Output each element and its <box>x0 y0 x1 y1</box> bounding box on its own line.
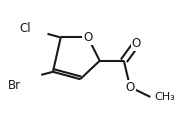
Text: CH₃: CH₃ <box>154 92 175 102</box>
Text: Br: Br <box>7 79 21 92</box>
Text: O: O <box>132 37 141 50</box>
Text: O: O <box>83 31 93 44</box>
Text: Cl: Cl <box>19 22 31 35</box>
Text: O: O <box>125 81 135 94</box>
